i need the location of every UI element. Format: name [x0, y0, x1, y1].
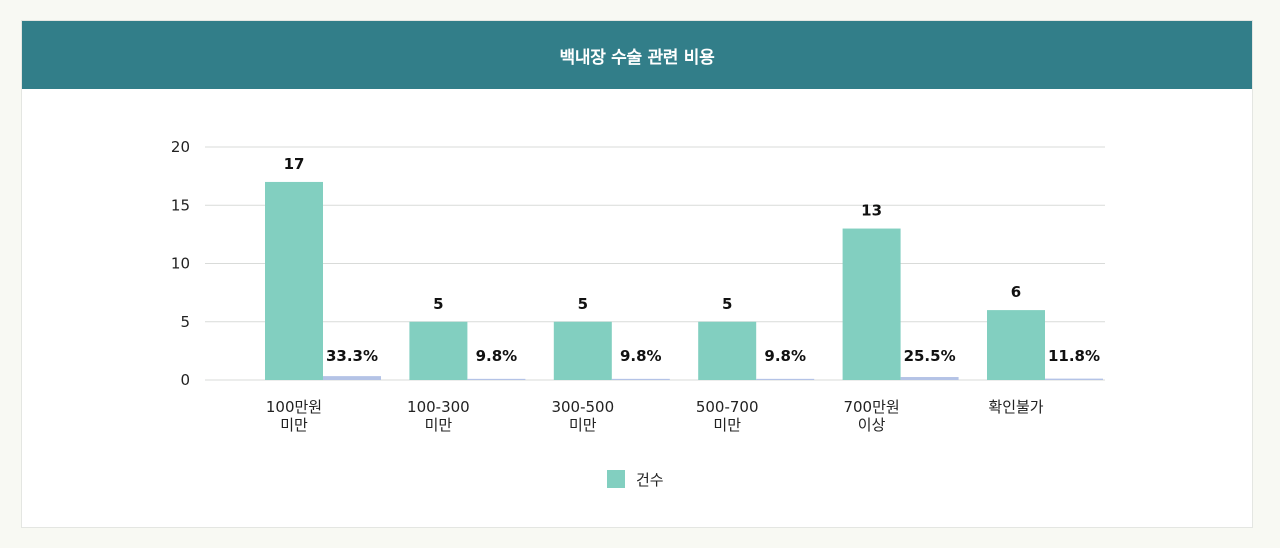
bar-count: [698, 321, 757, 380]
legend-label: 건수: [636, 471, 664, 489]
x-tick-label: 미만: [569, 416, 597, 434]
y-tick-label: 20: [171, 138, 190, 156]
bar-count: [409, 321, 468, 380]
x-tick-label: 100만원: [266, 398, 322, 416]
x-tick-label: 500-700: [696, 398, 759, 416]
bar-percent: [756, 378, 815, 380]
bar-count-label: 6: [1011, 283, 1021, 301]
bar-count-label: 5: [722, 295, 732, 313]
x-tick-label: 미만: [280, 416, 308, 434]
bar-percent-label: 25.5%: [904, 347, 956, 365]
x-tick-label: 700만원: [843, 398, 899, 416]
bar-percent-label: 9.8%: [476, 347, 518, 365]
bar-percent: [611, 378, 670, 380]
x-tick-label: 미만: [425, 416, 453, 434]
bar-count-label: 5: [433, 295, 443, 313]
x-tick-label: 300-500: [551, 398, 614, 416]
chart-header: 백내장 수술 관련 비용: [22, 21, 1252, 89]
bar-count-label: 13: [861, 202, 882, 220]
bar-count: [842, 228, 901, 380]
bar-percent: [467, 378, 526, 380]
x-tick-label: 100-300: [407, 398, 470, 416]
bar-percent-label: 9.8%: [620, 347, 662, 365]
bar-percent-label: 9.8%: [764, 347, 806, 365]
chart-title: 백내장 수술 관련 비용: [559, 47, 715, 68]
y-tick-label: 5: [180, 313, 190, 331]
bar-percent-label: 11.8%: [1048, 347, 1100, 365]
bar-count-label: 17: [284, 155, 305, 173]
y-tick-label: 10: [171, 255, 190, 273]
bar-percent-label: 33.3%: [326, 347, 378, 365]
legend-swatch: [607, 470, 625, 488]
bar-count: [265, 181, 323, 380]
bar-count: [553, 321, 612, 380]
bar-percent: [323, 376, 381, 380]
bar-count: [987, 310, 1045, 380]
x-tick-label: 확인불가: [988, 398, 1043, 416]
bar-percent: [900, 377, 959, 380]
x-tick-label: 미만: [713, 416, 741, 434]
x-tick-label: 이상: [858, 416, 886, 434]
y-tick-label: 15: [171, 196, 190, 214]
y-tick-label: 0: [180, 371, 190, 389]
chart-card: 백내장 수술 관련 비용: [21, 20, 1253, 528]
bar-percent: [1045, 378, 1103, 380]
bar-count-label: 5: [578, 295, 588, 313]
